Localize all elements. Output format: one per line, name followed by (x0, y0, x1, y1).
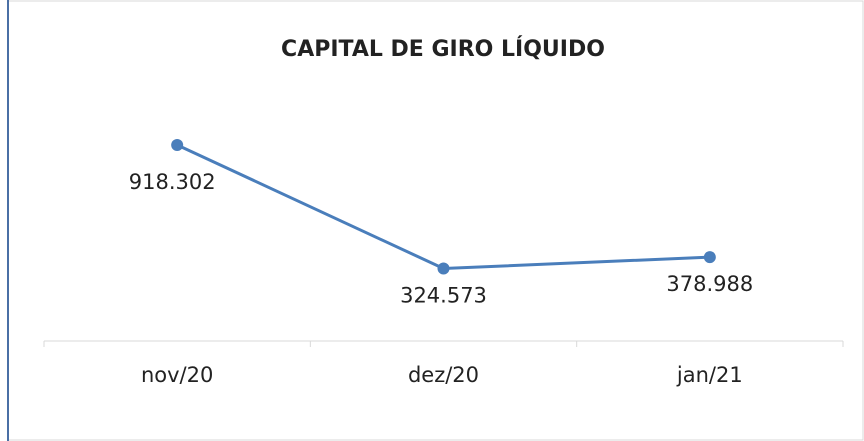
chart-frame (7, 0, 864, 441)
marker (437, 262, 450, 275)
x-tick-label: dez/20 (408, 363, 479, 387)
data-label: 918.302 (129, 170, 216, 194)
chart-title: CAPITAL DE GIRO LÍQUIDO (281, 36, 605, 62)
data-label: 378.988 (666, 272, 753, 296)
marker (171, 138, 184, 151)
marker (703, 251, 716, 264)
x-tick-label: nov/20 (141, 363, 213, 387)
x-tick-label: jan/21 (676, 363, 743, 387)
data-label: 324.573 (400, 283, 487, 307)
